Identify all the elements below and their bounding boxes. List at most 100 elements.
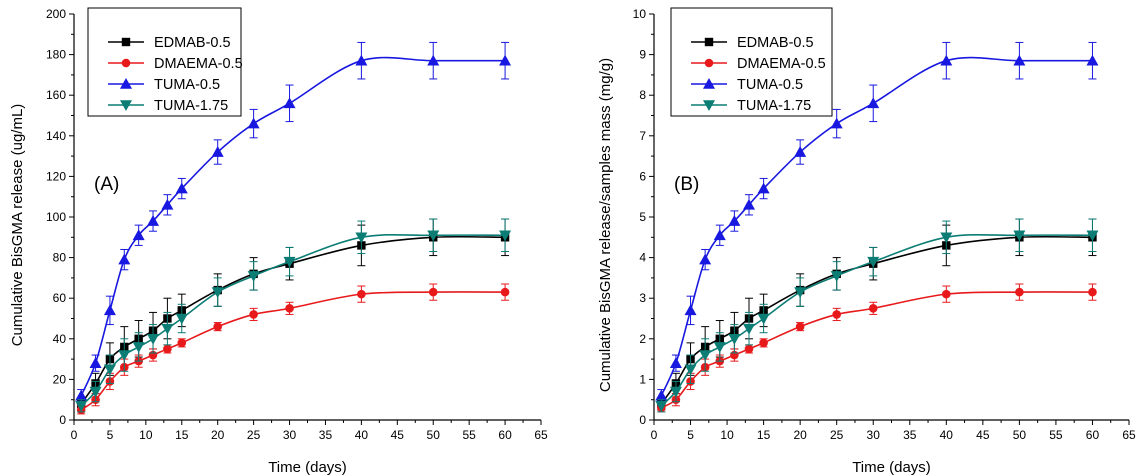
legend-marker <box>121 58 131 68</box>
x-tick-label: 25 <box>247 428 261 442</box>
data-point <box>175 313 188 325</box>
x-tick-label: 0 <box>651 428 658 442</box>
data-point <box>427 54 440 66</box>
data-point <box>118 350 131 362</box>
x-tick-label: 15 <box>175 428 189 442</box>
data-point <box>684 364 697 376</box>
series-tuma-0-5 <box>655 41 1099 403</box>
panel-label: (A) <box>94 174 119 195</box>
data-point <box>283 256 296 268</box>
data-point <box>357 289 366 299</box>
data-point <box>699 350 712 362</box>
y-tick-label: 0 <box>59 413 66 427</box>
x-tick-label: 5 <box>687 428 694 442</box>
series-tuma-1-75 <box>75 218 512 413</box>
legend: EDMAB-0.5 DMAEMA-0.5 TUMA-0.5 TUMA-1.75 <box>670 7 833 117</box>
data-point <box>132 229 145 241</box>
data-point <box>103 364 116 376</box>
x-tick-label: 20 <box>211 428 225 442</box>
data-point <box>499 54 512 66</box>
y-tick-label: 200 <box>46 7 66 21</box>
data-point <box>757 313 770 325</box>
legend-marker <box>704 58 714 68</box>
data-point <box>868 304 878 313</box>
data-point <box>213 322 222 331</box>
legend-label: DMAEMA-0.5 <box>737 56 826 72</box>
x-tick-label: 50 <box>427 428 441 442</box>
x-tick-label: 30 <box>283 428 297 442</box>
y-axis-title: Cumulative BisGMA release (ug/mL) <box>9 104 26 347</box>
data-point <box>830 117 843 129</box>
data-point <box>285 304 294 313</box>
y-tick-label: 160 <box>46 88 66 102</box>
data-point <box>795 322 805 331</box>
y-tick-label: 120 <box>46 169 66 183</box>
data-point <box>867 97 880 109</box>
x-tick-label: 0 <box>71 428 78 442</box>
data-point <box>713 229 726 241</box>
data-point <box>867 256 880 268</box>
data-point <box>75 400 88 412</box>
data-point <box>161 198 174 210</box>
y-tick-label: 0 <box>639 413 646 427</box>
y-tick-label: 180 <box>46 48 66 62</box>
data-point <box>118 253 131 265</box>
x-tick-label: 5 <box>107 428 114 442</box>
data-point <box>163 344 172 354</box>
y-tick-label: 5 <box>639 210 646 224</box>
x-tick-label: 25 <box>830 428 844 442</box>
data-point <box>832 310 841 319</box>
data-point <box>103 304 116 316</box>
legend-marker <box>704 37 714 47</box>
data-point <box>500 287 510 297</box>
x-tick-label: 10 <box>139 428 153 442</box>
legend-marker <box>120 100 132 111</box>
x-tick-label: 10 <box>720 428 734 442</box>
data-point <box>147 334 160 345</box>
y-tick-label: 80 <box>53 251 67 265</box>
data-point <box>161 323 174 335</box>
data-point <box>942 289 951 299</box>
data-point <box>1013 54 1026 66</box>
legend-box <box>87 7 242 117</box>
x-tick-label: 60 <box>498 428 512 442</box>
data-point <box>1088 287 1097 297</box>
y-tick-label: 40 <box>53 332 67 346</box>
y-tick-label: 7 <box>639 129 646 143</box>
data-point <box>759 338 768 348</box>
x-tick-label: 55 <box>1049 428 1063 442</box>
x-tick-label: 45 <box>391 428 405 442</box>
y-tick-label: 4 <box>639 251 646 265</box>
y-tick-label: 140 <box>46 129 66 143</box>
data-point <box>940 232 953 244</box>
data-point <box>743 323 755 335</box>
data-point <box>247 271 260 282</box>
data-point <box>211 146 224 157</box>
data-point <box>147 215 160 226</box>
data-point <box>669 357 682 368</box>
data-point <box>427 230 440 242</box>
x-axis-title: Time (days) <box>268 459 347 476</box>
x-tick-label: 65 <box>534 428 548 442</box>
x-tick-label: 40 <box>940 428 954 442</box>
x-tick-label: 50 <box>1013 428 1027 442</box>
data-point <box>830 271 843 282</box>
legend-label: TUMA-1.75 <box>154 98 228 114</box>
data-point <box>655 389 668 401</box>
legend-label: EDMAB-0.5 <box>154 35 231 51</box>
data-point <box>355 54 368 66</box>
y-tick-label: 9 <box>639 48 646 62</box>
x-axis-title: Time (days) <box>852 459 931 476</box>
chart-panel-b: 0 5 10 15 20 25 30 35 40 45 50 55 60 65012345678910Ti… <box>597 7 1136 476</box>
data-point <box>211 287 224 299</box>
data-point <box>249 310 258 319</box>
x-tick-label: 30 <box>867 428 881 442</box>
x-tick-label: 35 <box>319 428 333 442</box>
data-point <box>940 54 953 66</box>
legend-marker <box>121 37 131 47</box>
y-tick-label: 60 <box>53 291 67 305</box>
legend-label: DMAEMA-0.5 <box>154 56 243 72</box>
y-tick-label: 1 <box>639 372 646 386</box>
data-point <box>132 342 145 353</box>
data-point <box>177 338 187 348</box>
